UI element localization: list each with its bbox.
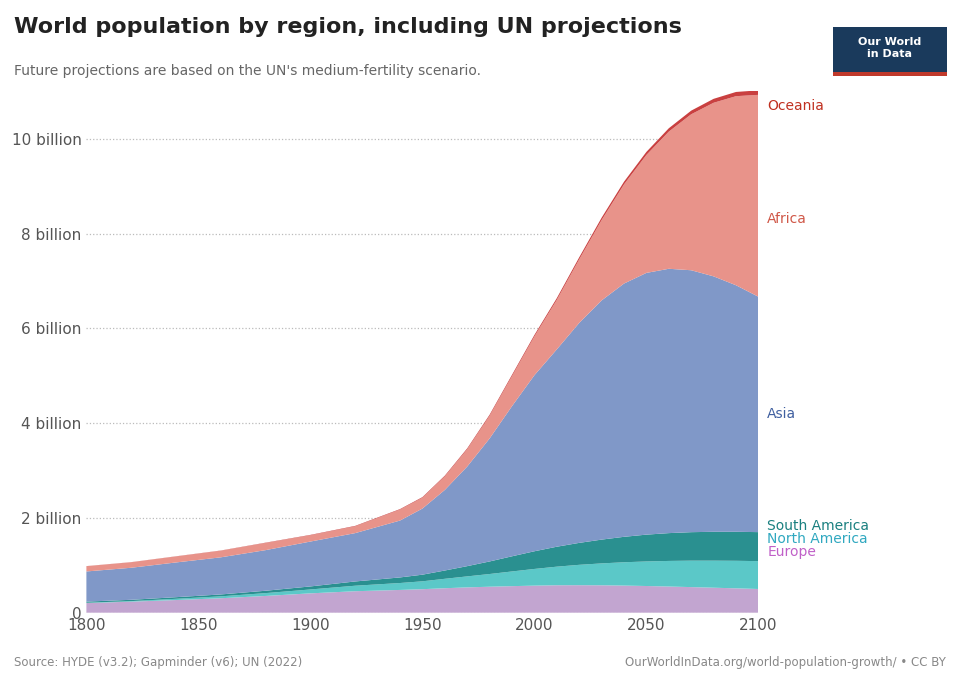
Text: Asia: Asia: [767, 407, 797, 420]
Text: Oceania: Oceania: [767, 99, 825, 112]
Text: Africa: Africa: [767, 213, 807, 226]
Text: OurWorldInData.org/world-population-growth/ • CC BY: OurWorldInData.org/world-population-grow…: [625, 656, 946, 669]
Text: North America: North America: [767, 531, 868, 546]
Text: World population by region, including UN projections: World population by region, including UN…: [14, 17, 683, 37]
Text: Future projections are based on the UN's medium-fertility scenario.: Future projections are based on the UN's…: [14, 64, 481, 79]
Text: Our World
in Data: Our World in Data: [858, 37, 922, 59]
Text: Europe: Europe: [767, 545, 816, 559]
Text: South America: South America: [767, 519, 870, 533]
Text: Source: HYDE (v3.2); Gapminder (v6); UN (2022): Source: HYDE (v3.2); Gapminder (v6); UN …: [14, 656, 302, 669]
